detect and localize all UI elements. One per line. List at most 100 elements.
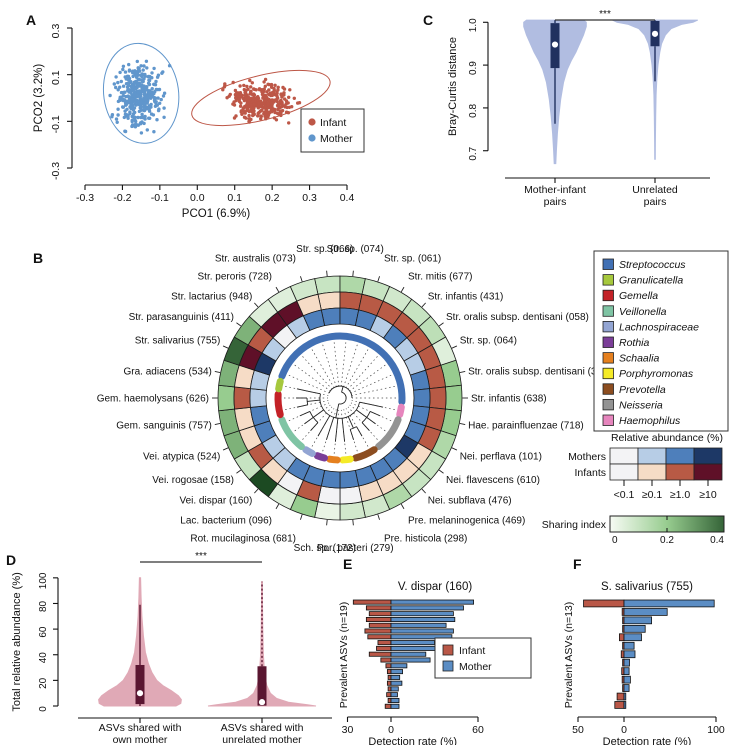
axes: -0.3 -0.2 -0.1 0.0 0.1 0.2 0.3 0.4 PCO1 (6.9%) 0.… <box>33 24 354 220</box>
taxon-label: Str. mitis (677) <box>408 271 472 282</box>
scatter-points <box>108 59 302 135</box>
genus-arcs <box>274 332 406 464</box>
taxon-label: Por. pasteri (279) <box>317 543 394 554</box>
axes: 50 0 100 Detection rate (%) <box>572 716 725 745</box>
genus-legend: Streptococcus Granulicatella Gemella Veillo… <box>593 250 729 432</box>
svg-text:100: 100 <box>38 572 49 589</box>
taxon-label: Nei. flavescens (610) <box>446 475 540 486</box>
bray-curtis-violin-panel: 0.7 0.8 0.9 1.0 Bray-Curtis distance Mother-i… <box>447 9 710 208</box>
x-axis-label: PCO1 (6.9%) <box>182 208 251 220</box>
genus-swatch <box>602 352 614 364</box>
genus-swatch <box>602 274 614 286</box>
svg-text:Infant: Infant <box>320 117 346 129</box>
bars <box>583 599 715 709</box>
mother-bar <box>390 634 453 640</box>
legend-dot-mother <box>308 134 316 142</box>
infant-bar <box>387 697 392 703</box>
taxon-label: Str. oralis subsp. dentisani (058) <box>446 312 589 323</box>
svg-text:0.3: 0.3 <box>50 24 62 39</box>
infant-bar <box>377 640 392 646</box>
mother-bar <box>390 663 408 669</box>
mother-bar <box>390 651 427 657</box>
svg-text:0.8: 0.8 <box>468 104 479 118</box>
chart-title: V. dispar (160) <box>398 581 473 593</box>
svg-text:Prevotella: Prevotella <box>619 384 666 396</box>
axes: 0.7 0.8 0.9 1.0 Bray-Curtis distance Mother-i… <box>447 18 710 208</box>
infant-bar <box>386 669 392 675</box>
mother-bar <box>623 608 668 616</box>
mother-bar <box>623 684 630 692</box>
mother-bar <box>390 669 404 675</box>
genus-swatch <box>602 367 614 380</box>
svg-text:≥10: ≥10 <box>699 489 717 501</box>
salivarius-bar-panel: S. salivarius (755) Prevalent ASVs (n=13)… <box>563 581 725 745</box>
svg-text:Streptococcus: Streptococcus <box>619 259 686 271</box>
svg-text:-0.3: -0.3 <box>76 192 94 204</box>
taxon-label: Lac. bacterium (096) <box>180 516 272 527</box>
mother-bar <box>390 605 464 611</box>
abundance-legend: Relative abundance (%) Mothers Infants <0.1… <box>568 432 723 501</box>
mother-bar <box>390 703 400 709</box>
significance: *** <box>140 552 262 563</box>
svg-text:Mothers: Mothers <box>568 451 606 463</box>
genus-swatch <box>602 321 614 333</box>
infant-bar <box>368 622 392 628</box>
svg-text:0.9: 0.9 <box>468 61 479 75</box>
svg-text:60: 60 <box>38 626 49 638</box>
svg-text:0.1: 0.1 <box>50 70 62 85</box>
leader-ticks <box>212 270 468 526</box>
mother-bar <box>390 697 400 703</box>
significance-stars: *** <box>599 9 611 20</box>
svg-text:pairs: pairs <box>644 196 667 208</box>
violin-1 <box>207 581 317 707</box>
mother-bar <box>390 674 401 680</box>
mother-ring <box>249 307 431 489</box>
svg-text:Neisseria: Neisseria <box>619 399 663 411</box>
genus-swatch <box>602 398 614 411</box>
mother-bar <box>390 692 398 698</box>
svg-text:own mother: own mother <box>113 734 168 745</box>
panel-label-d: D <box>6 552 17 568</box>
svg-text:Rothia: Rothia <box>619 337 650 349</box>
mother-bar <box>390 680 403 686</box>
mother-bar <box>390 611 454 617</box>
svg-text:-0.3: -0.3 <box>50 162 62 180</box>
svg-text:30: 30 <box>342 724 354 736</box>
chart-title: S. salivarius (755) <box>601 581 693 593</box>
svg-text:0: 0 <box>621 724 627 736</box>
mother-bar <box>390 640 435 646</box>
infant-bar <box>583 599 625 608</box>
svg-text:0.1: 0.1 <box>227 192 242 204</box>
taxon-label: Gra. adiacens (534) <box>124 366 212 377</box>
infant-bar <box>614 701 625 709</box>
mother-bar <box>623 633 642 642</box>
mother-bar <box>623 701 627 709</box>
x-axis-label: Detection rate (%) <box>603 736 692 745</box>
svg-text:0.4: 0.4 <box>340 192 355 204</box>
taxon-label: Str. sp. (064) <box>460 336 517 347</box>
genus-swatch <box>602 383 614 395</box>
dispar-bar-panel: V. dispar (160) Prevalent ASVs (n=19) 30 0 6… <box>338 581 532 745</box>
taxon-label: Str. infantis (431) <box>428 292 504 303</box>
panel-label-e: E <box>343 556 353 572</box>
panel-label-c: C <box>423 12 434 28</box>
bar-legend: Infant Mother <box>434 637 532 679</box>
panel-label-b: B <box>33 250 44 266</box>
svg-text:0.7: 0.7 <box>468 146 479 160</box>
svg-text:0.3: 0.3 <box>302 192 317 204</box>
svg-text:-0.1: -0.1 <box>151 192 169 204</box>
genus-swatch <box>602 414 614 426</box>
taxon-label: Vei. rogosae (158) <box>152 475 234 486</box>
mother-bar <box>390 628 454 634</box>
infant-bar <box>367 634 392 640</box>
taxon-label: Str. lactarius (948) <box>171 292 252 303</box>
taxon-label: Str. salivarius (755) <box>135 336 221 347</box>
mother-bar <box>390 686 399 692</box>
mother-bar <box>390 645 443 651</box>
svg-text:0.2: 0.2 <box>265 192 280 204</box>
taxon-label: Str. parasanguinis (411) <box>129 312 234 323</box>
abundance-legend-title: Relative abundance (%) <box>611 432 723 444</box>
infant-bar <box>386 692 392 698</box>
taxon-label: Str. australis (073) <box>215 254 296 265</box>
